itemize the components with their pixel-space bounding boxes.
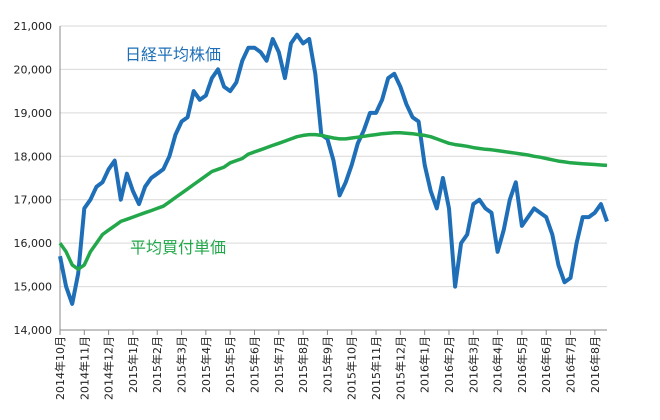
- x-tick-label: 2015年6月: [247, 336, 261, 393]
- y-tick-label: 14,000: [14, 324, 53, 337]
- x-tick-label: 2015年10月: [345, 336, 359, 400]
- x-tick-label: 2014年12月: [102, 336, 116, 400]
- x-tick-label: 2016年6月: [539, 336, 553, 393]
- y-tick-label: 16,000: [14, 237, 53, 250]
- x-tick-label: 2014年11月: [77, 336, 91, 400]
- y-tick-label: 15,000: [14, 281, 53, 294]
- y-tick-label: 21,000: [14, 20, 53, 33]
- x-tick-label: 2016年2月: [442, 336, 456, 393]
- x-tick-label: 2015年2月: [150, 336, 164, 393]
- x-tick-label: 2015年7月: [272, 336, 286, 393]
- line: [58, 32, 609, 306]
- x-tick-label: 2015年11月: [369, 336, 383, 400]
- x-tick-label: 2016年5月: [515, 336, 529, 393]
- x-tick-label: 2015年8月: [296, 336, 310, 393]
- y-tick-label: 18,000: [14, 150, 53, 163]
- x-tick-label: 2015年12月: [393, 336, 407, 400]
- x-tick-label: 2016年4月: [491, 336, 505, 393]
- x-tick-label: 2014年10月: [53, 336, 67, 400]
- x-tick-label: 2016年1月: [418, 336, 432, 393]
- y-tick-label: 17,000: [14, 194, 53, 207]
- x-tick-label: 2015年3月: [175, 336, 189, 393]
- x-tick-label: 2016年7月: [564, 336, 578, 393]
- x-tick-label: 2016年3月: [466, 336, 480, 393]
- x-tick-label: 2015年9月: [320, 336, 334, 393]
- y-tick-label: 20,000: [14, 63, 53, 76]
- y-tick-label: 19,000: [14, 107, 53, 120]
- x-tick-label: 2015年1月: [126, 336, 140, 393]
- series-label: 平均買付単価: [130, 238, 226, 257]
- x-tick-label: 2016年8月: [588, 336, 602, 393]
- line: [58, 131, 608, 271]
- x-tick-label: 2015年4月: [199, 336, 213, 393]
- series-label: 日経平均株価: [125, 45, 221, 64]
- x-tick-label: 2015年5月: [223, 336, 237, 393]
